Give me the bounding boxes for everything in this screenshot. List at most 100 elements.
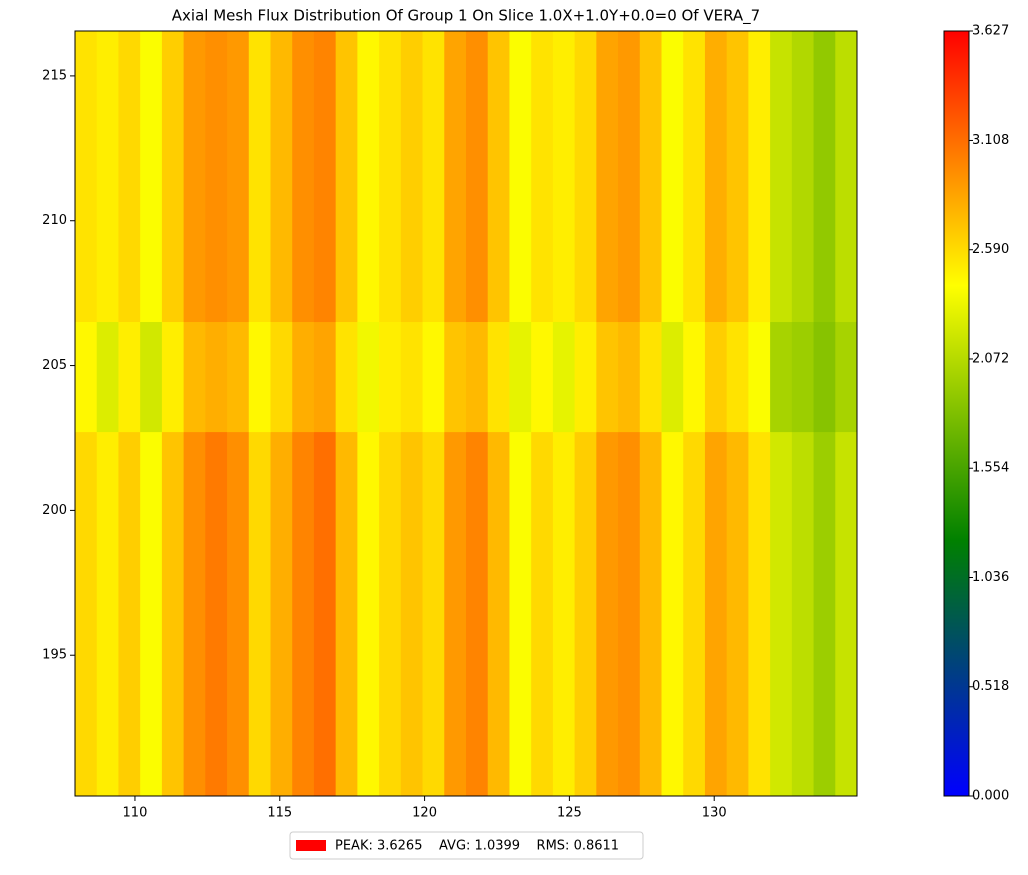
heat-cell: [791, 321, 815, 433]
heat-cell: [118, 321, 141, 433]
heat-cell: [444, 321, 467, 433]
heat-cell: [466, 321, 489, 433]
heat-cell: [313, 31, 337, 323]
heat-cell: [813, 321, 836, 433]
heat-cell: [335, 31, 358, 323]
heat-cell: [313, 431, 337, 797]
heat-cell: [270, 431, 293, 797]
colorbar-tick-label: 0.518: [972, 679, 1009, 694]
heat-cell: [596, 31, 619, 323]
heat-cell: [748, 321, 771, 433]
y-tick-label: 205: [42, 358, 67, 373]
x-tick-label: 130: [702, 806, 727, 821]
heat-cell: [509, 31, 532, 323]
heat-cell: [552, 31, 576, 323]
heat-cell: [552, 321, 576, 433]
heat-cell: [531, 321, 554, 433]
heat-cell: [140, 321, 163, 433]
heat-cell: [227, 431, 250, 797]
heat-cell: [704, 431, 728, 797]
heat-cell: [791, 31, 815, 323]
heat-cell: [118, 431, 141, 797]
heat-cell: [183, 321, 206, 433]
heat-cell: [292, 431, 315, 797]
heat-cell: [704, 31, 728, 323]
heat-cell: [813, 431, 836, 797]
heat-cell: [618, 431, 641, 797]
heat-cell: [726, 321, 749, 433]
heat-cell: [509, 431, 532, 797]
legend-box: [289, 831, 644, 860]
heat-cell: [466, 431, 489, 797]
chart-title: Axial Mesh Flux Distribution Of Group 1 …: [172, 7, 760, 26]
x-tick-label: 110: [123, 806, 148, 821]
heat-cell: [748, 31, 771, 323]
heat-cell: [726, 31, 749, 323]
colorbar-tick-label: 3.108: [972, 133, 1009, 148]
heat-cell: [639, 431, 662, 797]
heat-cell: [335, 431, 358, 797]
colorbar-tick-label: 3.627: [972, 24, 1009, 39]
heat-cell: [292, 321, 315, 433]
heat-cell: [726, 431, 749, 797]
heat-cell: [552, 431, 576, 797]
heat-cell: [205, 31, 228, 323]
heat-cell: [248, 31, 271, 323]
heat-cell: [466, 31, 489, 323]
heat-cell: [379, 31, 402, 323]
heat-cell: [704, 321, 728, 433]
x-tick-label: 125: [557, 806, 582, 821]
heat-cell: [183, 31, 206, 323]
heat-cell: [227, 31, 250, 323]
heat-cell: [487, 431, 510, 797]
colorbar-tick-label: 2.590: [972, 242, 1009, 257]
heat-cell: [596, 321, 619, 433]
plot-frame: [74, 30, 858, 797]
heat-cell: [248, 431, 271, 797]
heat-cell: [161, 431, 185, 797]
heat-cell: [227, 321, 250, 433]
heat-cell: [335, 321, 358, 433]
heat-cell: [313, 321, 337, 433]
heat-cell: [444, 31, 467, 323]
heat-cell: [205, 321, 228, 433]
y-tick-label: 215: [42, 68, 67, 83]
heat-cell: [357, 31, 380, 323]
heat-cell: [248, 321, 271, 433]
heat-cell: [791, 431, 815, 797]
heat-cell: [292, 31, 315, 323]
x-tick-label: 120: [412, 806, 437, 821]
heat-cell: [96, 321, 119, 433]
heat-cell: [400, 31, 424, 323]
heat-cell: [531, 31, 554, 323]
y-tick-label: 195: [42, 648, 67, 663]
heat-cell: [835, 31, 858, 323]
heat-cell: [96, 31, 119, 323]
heat-cell: [574, 31, 597, 323]
heat-cell: [487, 31, 510, 323]
heat-cell: [509, 321, 532, 433]
heat-cell: [357, 321, 380, 433]
heat-cell: [270, 321, 293, 433]
heat-cell: [596, 431, 619, 797]
heat-cell: [770, 31, 793, 323]
heat-cell: [683, 31, 706, 323]
heat-cell: [75, 431, 98, 797]
heat-cell: [118, 31, 141, 323]
colorbar-tick-label: 0.000: [972, 789, 1009, 804]
heat-cell: [835, 431, 858, 797]
heat-cell: [661, 321, 684, 433]
heat-cell: [140, 431, 163, 797]
heat-cell: [683, 431, 706, 797]
heat-cell: [270, 31, 293, 323]
heat-cell: [422, 321, 445, 433]
heat-cell: [161, 31, 185, 323]
heat-cell: [75, 31, 98, 323]
heat-cell: [835, 321, 858, 433]
heat-cell: [661, 431, 684, 797]
heat-cell: [183, 431, 206, 797]
heat-cell: [422, 431, 445, 797]
legend-swatch: [296, 840, 326, 851]
heat-cell: [444, 431, 467, 797]
heat-cell: [574, 431, 597, 797]
